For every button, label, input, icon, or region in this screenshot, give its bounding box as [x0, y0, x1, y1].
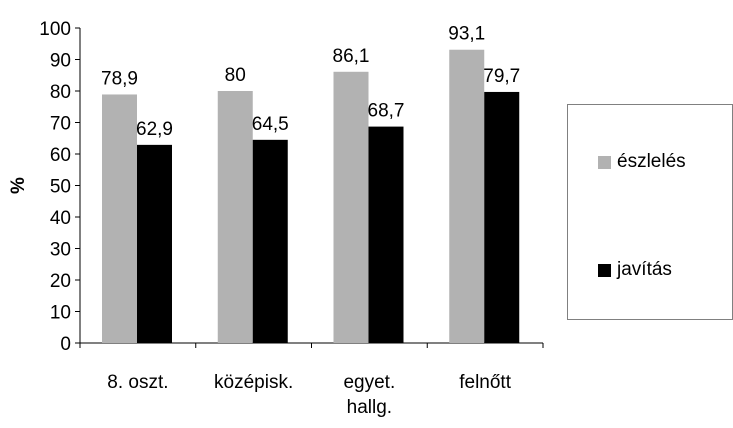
y-tick-label: 10: [50, 303, 71, 324]
y-axis-label: %: [8, 177, 29, 194]
y-tick-label: 100: [39, 19, 71, 40]
data-label: 93,1: [448, 24, 485, 45]
x-tick-label: hallg.: [347, 397, 392, 418]
x-tick-label: egyet.: [343, 372, 395, 393]
legend-label-series-1: észlelés: [617, 151, 686, 172]
bar-1-1: [102, 94, 137, 343]
y-tick-label: 0: [60, 334, 71, 355]
y-tick-label: 90: [50, 51, 71, 72]
legend-item-series-2: javítás: [598, 259, 672, 281]
x-tick-label: középisk.: [214, 372, 293, 393]
data-label: 80: [225, 65, 246, 86]
bar-1-4: [449, 49, 485, 344]
bar-2-2: [252, 139, 288, 343]
y-tick-label: 70: [50, 114, 71, 135]
y-tick-label: 30: [50, 240, 71, 261]
y-tick-label: 40: [50, 208, 71, 229]
data-label: 64,5: [252, 114, 289, 135]
y-tick-label: 80: [50, 82, 71, 103]
y-tick-label: 20: [50, 271, 71, 292]
bar-1-2: [217, 91, 253, 343]
legend-swatch-series-2: [598, 263, 611, 277]
legend-item-series-1: észlelés: [598, 151, 686, 173]
legend-label-series-2: javítás: [617, 259, 672, 280]
data-label: 79,7: [483, 66, 520, 87]
bar-2-3: [368, 126, 404, 343]
data-label: 68,7: [368, 101, 405, 122]
bar-2-4: [484, 91, 520, 343]
y-tick-label: 60: [50, 145, 71, 166]
x-tick-label: 8. oszt.: [107, 372, 168, 393]
y-tick-label: 50: [50, 177, 71, 198]
data-label: 78,9: [101, 68, 138, 89]
legend-swatch-series-1: [598, 155, 611, 169]
legend: észlelés javítás: [567, 104, 733, 320]
x-tick-label: felnőtt: [459, 372, 511, 393]
data-label: 86,1: [333, 46, 370, 67]
bar-2-1: [137, 144, 172, 343]
bar-1-3: [333, 71, 369, 343]
data-label: 62,9: [136, 119, 173, 140]
